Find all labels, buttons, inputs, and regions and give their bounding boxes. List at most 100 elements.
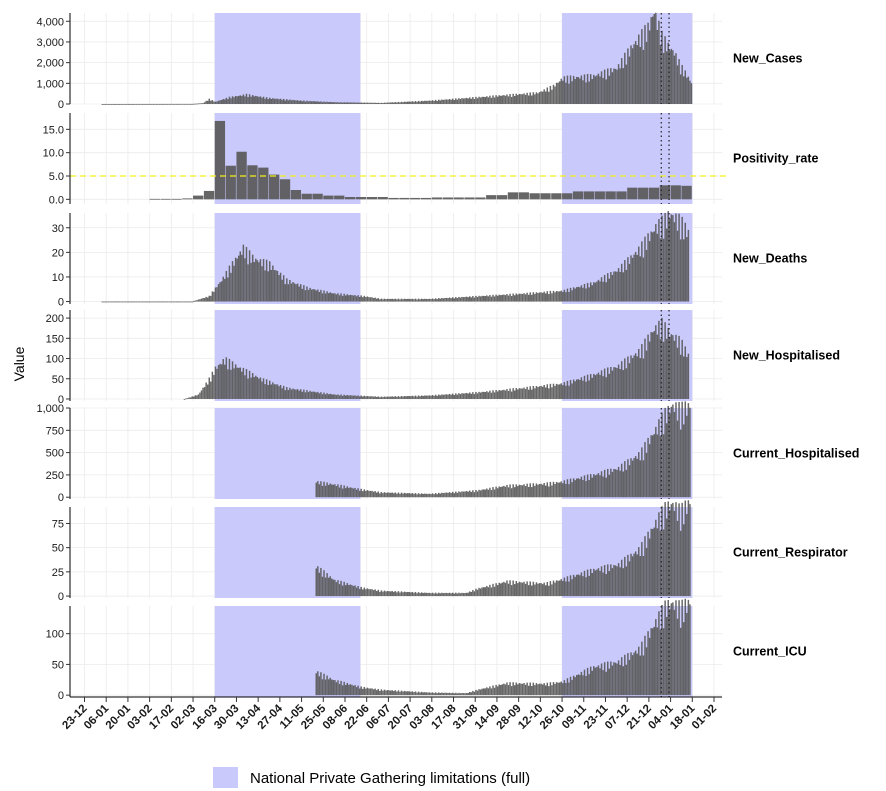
bar	[428, 395, 431, 399]
bar	[453, 593, 455, 597]
bar	[690, 83, 693, 104]
bar	[344, 684, 347, 696]
bar	[386, 590, 389, 597]
bar	[479, 392, 482, 399]
bar	[577, 574, 580, 597]
bar	[343, 102, 345, 104]
bar	[625, 269, 628, 302]
bar	[289, 387, 291, 399]
bar	[490, 490, 493, 498]
bar	[636, 458, 638, 498]
bar	[672, 335, 674, 399]
bar	[310, 391, 313, 399]
bar	[687, 500, 690, 597]
bar	[191, 396, 193, 399]
bar	[596, 281, 598, 302]
bar	[253, 96, 255, 104]
bar	[188, 301, 190, 303]
bar	[583, 669, 586, 696]
bar	[368, 102, 370, 104]
bar	[351, 102, 353, 104]
bar	[427, 298, 429, 302]
bar	[334, 102, 336, 104]
bar	[419, 692, 421, 696]
bar	[453, 693, 455, 696]
bar	[397, 396, 400, 399]
bar	[253, 262, 255, 302]
bar	[577, 379, 580, 399]
bar	[217, 365, 220, 399]
bar	[379, 397, 381, 399]
bar	[349, 395, 352, 399]
bar	[199, 299, 201, 302]
bar	[234, 257, 237, 302]
bar	[617, 64, 620, 104]
bar	[331, 578, 333, 597]
bar	[431, 395, 434, 399]
bar	[317, 481, 319, 498]
bar	[307, 289, 310, 302]
bar	[552, 383, 555, 399]
bar	[569, 575, 572, 597]
bar	[534, 293, 536, 302]
bar	[430, 299, 432, 302]
bar	[320, 101, 322, 104]
bar	[481, 688, 483, 696]
bar	[363, 102, 366, 104]
bar	[639, 556, 642, 597]
bar	[407, 493, 409, 498]
bar	[655, 224, 657, 302]
bar	[630, 652, 632, 696]
bar	[453, 100, 455, 104]
bar	[673, 411, 676, 498]
bar	[377, 491, 380, 498]
bar	[393, 493, 395, 498]
bar	[315, 673, 317, 696]
bar	[507, 685, 510, 696]
bar	[648, 187, 660, 200]
bar	[600, 471, 603, 498]
bar	[366, 396, 369, 399]
bar	[672, 50, 674, 104]
bar	[312, 101, 314, 104]
bar	[607, 68, 609, 104]
bar	[189, 103, 192, 105]
bar	[686, 357, 688, 399]
bar	[439, 493, 442, 498]
bar	[396, 691, 398, 696]
bar	[349, 294, 352, 302]
bar	[653, 231, 656, 302]
bar	[445, 394, 448, 399]
bar	[248, 250, 251, 302]
bar	[583, 475, 586, 498]
bar	[515, 484, 518, 498]
bar	[455, 393, 457, 399]
bar	[419, 494, 421, 498]
bar	[289, 99, 291, 104]
bar	[605, 191, 616, 200]
bar	[385, 299, 387, 302]
bar	[473, 99, 476, 104]
bar	[625, 469, 628, 498]
bar	[475, 689, 477, 696]
bar	[617, 660, 620, 696]
bar	[411, 591, 414, 597]
bar	[662, 238, 665, 302]
bar	[129, 301, 131, 303]
bar	[507, 192, 519, 200]
bar	[234, 364, 237, 399]
bar	[631, 460, 634, 498]
bar	[569, 287, 572, 302]
bar	[684, 401, 687, 498]
bar	[434, 493, 437, 498]
bar	[517, 486, 519, 498]
bar	[582, 576, 584, 597]
bar	[104, 301, 107, 303]
y-tick-label: 0	[58, 99, 64, 111]
bar	[427, 493, 429, 498]
bar	[628, 263, 631, 302]
bar	[611, 471, 614, 498]
bar	[403, 101, 406, 104]
bar	[236, 258, 238, 302]
bar	[543, 683, 545, 696]
